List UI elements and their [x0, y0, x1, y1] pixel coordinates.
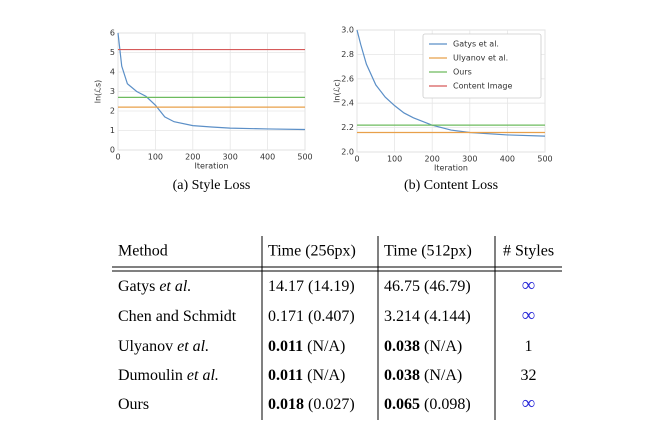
table-cell: ∞: [522, 275, 536, 296]
cell-text: 0.065: [384, 396, 420, 413]
cell-text: 14.17 (14.19): [268, 278, 355, 295]
y-axis-label: ln(ℒs): [94, 80, 103, 103]
caption: (b) Content Loss: [404, 178, 498, 193]
x-tick-label: 300: [223, 153, 238, 162]
cell-text: (N/A): [420, 367, 462, 384]
table-header: Time (512px): [384, 243, 472, 260]
y-tick-label: 2.4: [341, 99, 354, 108]
cell-text: ∞: [522, 393, 536, 414]
table-header: # Styles: [503, 243, 554, 260]
cell-text: ∞: [522, 275, 536, 296]
y-tick-label: 2.0: [341, 148, 354, 157]
table-cell: ∞: [522, 305, 536, 326]
caption: (a) Style Loss: [173, 178, 251, 193]
table-cell: 32: [521, 367, 537, 384]
table-cell: 46.75 (46.79): [384, 278, 471, 295]
table-cell: 0.171 (0.407): [268, 308, 355, 325]
cell-text: et al.: [187, 367, 219, 384]
cell-text: 0.011: [268, 367, 303, 384]
x-axis-label: Iteration: [434, 164, 468, 173]
table-cell: 0.038 (N/A): [384, 338, 462, 355]
x-axis-label: Iteration: [195, 162, 229, 171]
cell-text: 0.011: [268, 338, 303, 355]
y-tick-label: 3: [110, 87, 115, 96]
table-cell: 0.065 (0.098): [384, 396, 471, 413]
y-tick-label: 2.2: [341, 123, 354, 132]
table-cell: Ours: [118, 396, 149, 413]
x-tick-label: 300: [462, 155, 477, 164]
x-tick-label: 500: [537, 155, 552, 164]
table-cell: Dumoulin et al.: [118, 367, 219, 384]
table-cell: 0.011 (N/A): [268, 367, 345, 384]
cell-text: 1: [525, 338, 533, 355]
legend-label: Ulyanov et al.: [453, 54, 508, 63]
cell-text: 46.75 (46.79): [384, 278, 471, 295]
x-tick-label: 100: [148, 153, 163, 162]
cell-text: 32: [521, 367, 537, 384]
x-tick-label: 0: [354, 155, 359, 164]
table-cell: Gatys et al.: [118, 278, 191, 295]
table-cell: ∞: [522, 393, 536, 414]
cell-text: 3.214 (4.144): [384, 308, 471, 325]
x-tick-label: 400: [500, 155, 515, 164]
cell-text: (N/A): [303, 367, 345, 384]
table-cell: Chen and Schmidt: [118, 308, 237, 325]
cell-text: Chen and Schmidt: [118, 308, 237, 325]
x-tick-label: 100: [387, 155, 402, 164]
cell-text: Dumoulin: [118, 367, 187, 384]
cell-text: 0.038: [384, 367, 420, 384]
cell-text: ∞: [522, 305, 536, 326]
x-tick-label: 200: [425, 155, 440, 164]
y-tick-label: 1: [110, 126, 115, 135]
x-tick-label: 0: [115, 153, 120, 162]
table-cell: 3.214 (4.144): [384, 308, 471, 325]
cell-text: et al.: [177, 338, 209, 355]
legend-label: Gatys et al.: [453, 40, 499, 49]
y-tick-label: 6: [110, 29, 115, 38]
x-tick-label: 400: [260, 153, 275, 162]
y-tick-label: 4: [110, 68, 115, 77]
cell-text: et al.: [159, 278, 191, 295]
cell-text: 0.038: [384, 338, 420, 355]
cell-text: (0.098): [420, 396, 471, 413]
y-tick-label: 3.0: [341, 26, 354, 35]
table-cell: 1: [525, 338, 533, 355]
cell-text: Gatys: [118, 278, 159, 295]
cell-text: 0.018: [268, 396, 304, 413]
table-cell: Ulyanov et al.: [118, 338, 209, 355]
table-cell: 0.011 (N/A): [268, 338, 345, 355]
y-axis-label: ln(ℒc): [333, 79, 342, 103]
legend-label: Ours: [453, 68, 472, 77]
legend-box: [422, 33, 542, 99]
cell-text: (0.027): [304, 396, 355, 413]
series-line: [117, 32, 306, 131]
y-tick-label: 5: [110, 48, 115, 57]
table-header: Method: [118, 243, 168, 260]
x-tick-label: 200: [185, 153, 200, 162]
y-tick-label: 2: [110, 107, 115, 116]
cell-text: 0.171 (0.407): [268, 308, 355, 325]
cell-text: (N/A): [420, 338, 462, 355]
table-cell: 0.038 (N/A): [384, 367, 462, 384]
cell-text: Ulyanov: [118, 338, 177, 355]
table-cell: 14.17 (14.19): [268, 278, 355, 295]
y-tick-label: 2.8: [341, 50, 354, 59]
legend-label: Content Image: [453, 82, 512, 91]
table-cell: 0.018 (0.027): [268, 396, 355, 413]
cell-text: Ours: [118, 396, 149, 413]
cell-text: (N/A): [303, 338, 345, 355]
y-tick-label: 2.6: [341, 74, 354, 83]
x-tick-label: 500: [297, 153, 312, 162]
y-tick-label: 0: [110, 146, 115, 155]
table-header: Time (256px): [268, 243, 356, 260]
